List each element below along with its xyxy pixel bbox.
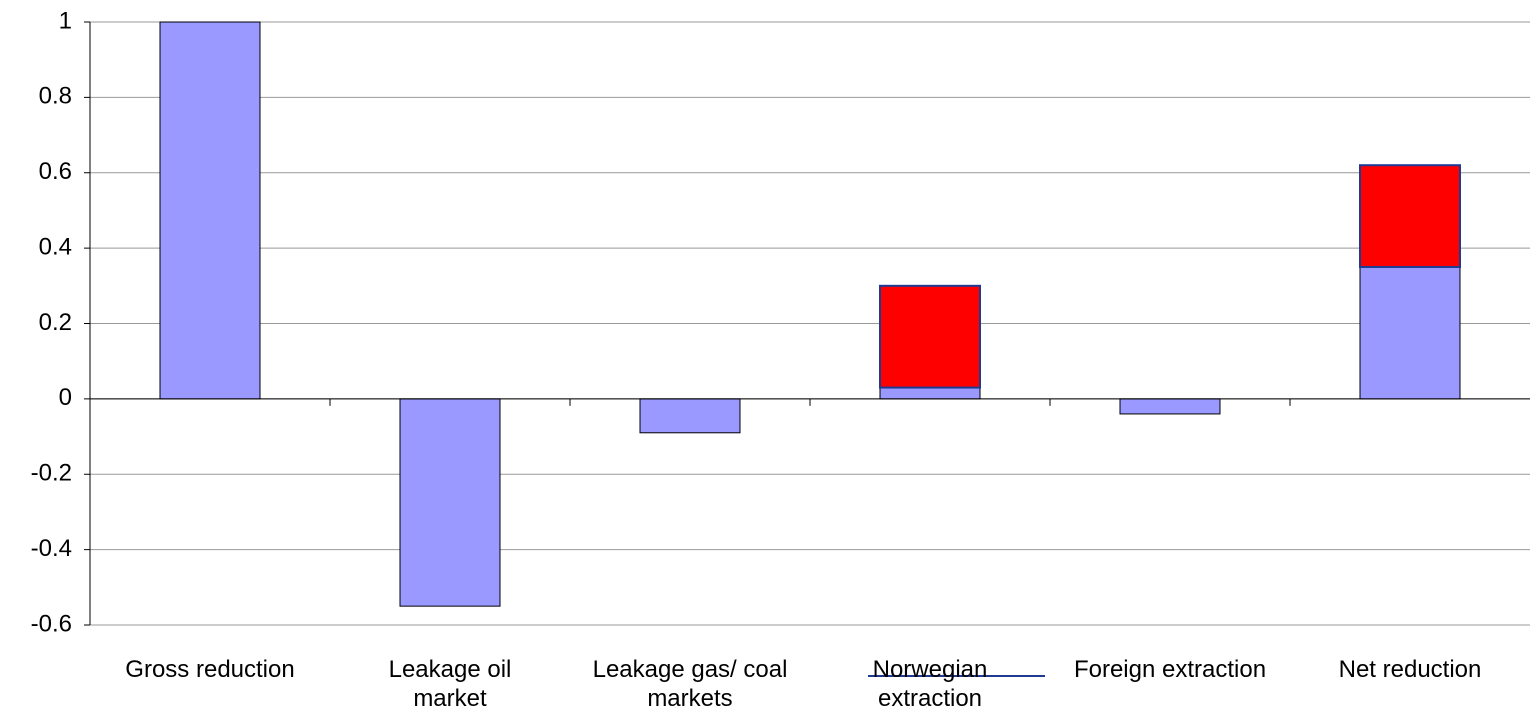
y-tick-label: 0.4	[39, 233, 72, 260]
x-tick-label: Leakage oil market	[388, 656, 512, 712]
bar	[1119, 398, 1221, 415]
bar	[639, 398, 741, 434]
y-tick-label: -0.4	[31, 535, 72, 562]
y-tick-label: -0.2	[31, 460, 72, 487]
bar	[1359, 164, 1461, 268]
bar	[879, 387, 981, 400]
x-tick-label: Gross reduction	[125, 656, 295, 683]
x-tick-label: Leakage gas/ coal markets	[592, 656, 788, 712]
y-tick-label: 0.2	[39, 309, 72, 336]
x-tick-label: Norwegian extraction	[872, 656, 988, 712]
y-tick-label: -0.6	[31, 610, 72, 637]
x-tick-label: Net reduction	[1338, 656, 1482, 683]
bar	[879, 284, 981, 389]
bar	[159, 21, 261, 400]
bar	[399, 398, 501, 607]
y-tick-label: 0.8	[39, 83, 72, 110]
bar	[1359, 266, 1461, 400]
y-tick-label: 0	[59, 384, 72, 411]
y-tick-label: 1	[59, 7, 72, 34]
y-tick-label: 0.6	[39, 158, 72, 185]
x-tick-label: Foreign extraction	[1073, 656, 1267, 683]
